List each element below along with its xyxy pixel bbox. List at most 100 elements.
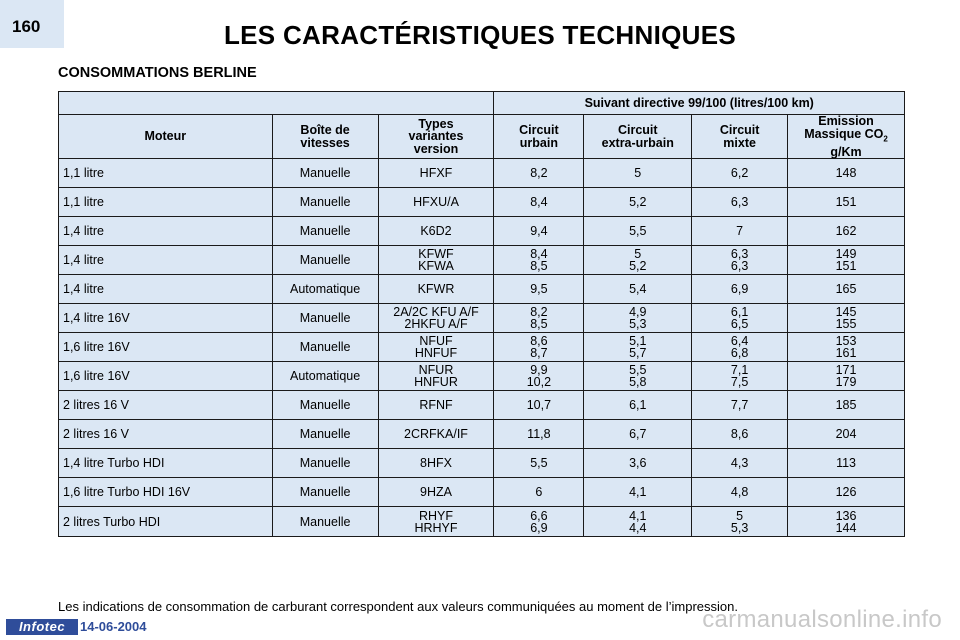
cell-extra: 5 5,2 bbox=[583, 245, 693, 275]
header-emission: Emission Massique CO2 g/Km bbox=[787, 114, 905, 159]
cell-mixte: 6,3 6,3 bbox=[691, 245, 789, 275]
cell-types: 2A/2C KFU A/F 2HKFU A/F bbox=[377, 303, 495, 333]
cell-mixte: 6,9 bbox=[691, 274, 789, 304]
cell-mixte: 7 bbox=[691, 216, 789, 246]
cell-extra: 4,1 4,4 bbox=[583, 506, 693, 537]
cell-co2: 126 bbox=[787, 477, 905, 507]
directive-header: Suivant directive 99/100 (litres/100 km) bbox=[493, 91, 905, 115]
cell-extra: 4,1 bbox=[583, 477, 693, 507]
cell-extra: 6,7 bbox=[583, 419, 693, 449]
header-moteur: Moteur bbox=[58, 114, 273, 159]
header-mixte: Circuit mixte bbox=[691, 114, 789, 159]
cell-mixte: 7,7 bbox=[691, 390, 789, 420]
cell-boite: Manuelle bbox=[271, 245, 379, 275]
cell-mixte: 6,3 bbox=[691, 187, 789, 217]
cell-mixte: 5 5,3 bbox=[691, 506, 789, 537]
cell-types: HFXU/A bbox=[377, 187, 495, 217]
cell-types: KFWR bbox=[377, 274, 495, 304]
cell-co2: 113 bbox=[787, 448, 905, 478]
cell-moteur: 1,1 litre bbox=[58, 187, 273, 217]
cell-mixte: 4,8 bbox=[691, 477, 789, 507]
cell-boite: Automatique bbox=[271, 274, 379, 304]
cell-types: RHYF HRHYF bbox=[377, 506, 495, 537]
cell-boite: Manuelle bbox=[271, 216, 379, 246]
cell-co2: 136 144 bbox=[787, 506, 905, 537]
cell-boite: Automatique bbox=[271, 361, 379, 391]
section-title: CONSOMMATIONS BERLINE bbox=[58, 65, 257, 81]
cell-types: 9HZA bbox=[377, 477, 495, 507]
cell-moteur: 1,6 litre Turbo HDI 16V bbox=[58, 477, 273, 507]
cell-urbain: 9,5 bbox=[493, 274, 585, 304]
cell-moteur: 2 litres 16 V bbox=[58, 419, 273, 449]
header-types: Types variantes version bbox=[377, 114, 495, 159]
cell-moteur: 1,6 litre 16V bbox=[58, 361, 273, 391]
table-row: 2 litres Turbo HDI Manuelle RHYF HRHYF 6,6 … bbox=[58, 506, 905, 537]
band-blank-cell bbox=[57, 91, 495, 115]
header-urbain: Circuit urbain bbox=[493, 114, 585, 159]
cell-moteur: 1,4 litre bbox=[58, 274, 273, 304]
cell-moteur: 1,4 litre bbox=[58, 245, 273, 275]
cell-co2: 151 bbox=[787, 187, 905, 217]
cell-co2: 165 bbox=[787, 274, 905, 304]
cell-co2: 148 bbox=[787, 158, 905, 188]
cell-extra: 5,4 bbox=[583, 274, 693, 304]
cell-urbain: 9,4 bbox=[493, 216, 585, 246]
infotec-logo: Infotec bbox=[6, 619, 78, 635]
page-title: LES CARACTÉRISTIQUES TECHNIQUES bbox=[223, 20, 736, 50]
footnote: Les indications de consommation de carbu… bbox=[58, 599, 738, 614]
cell-extra: 5,5 bbox=[583, 216, 693, 246]
table-row: 1,4 litre Manuelle KFWF KFWA 8,4 8,5 5 5,2 6,… bbox=[58, 245, 905, 275]
cell-extra: 5 bbox=[583, 158, 693, 188]
table-row: 2 litres 16 V Manuelle RFNF 10,7 6,1 7,7 185 bbox=[58, 390, 905, 420]
table-row: 1,4 litre Turbo HDI Manuelle 8HFX 5,5 3,6 4,3… bbox=[58, 448, 905, 478]
cell-types: NFUF HNFUF bbox=[377, 332, 495, 362]
cell-boite: Manuelle bbox=[271, 303, 379, 333]
cell-boite: Manuelle bbox=[271, 187, 379, 217]
cell-urbain: 5,5 bbox=[493, 448, 585, 478]
cell-types: HFXF bbox=[377, 158, 495, 188]
cell-urbain: 8,6 8,7 bbox=[493, 332, 585, 362]
table-row: 2 litres 16 V Manuelle 2CRFKA/IF 11,8 6,7 8,6… bbox=[58, 419, 905, 449]
table-row: 1,6 litre 16V Automatique NFUR HNFUR 9,9 10… bbox=[58, 361, 905, 391]
cell-boite: Manuelle bbox=[271, 506, 379, 537]
cell-moteur: 1,6 litre 16V bbox=[58, 332, 273, 362]
cell-boite: Manuelle bbox=[271, 419, 379, 449]
page-number: 160 bbox=[0, 0, 64, 48]
cell-extra: 3,6 bbox=[583, 448, 693, 478]
cell-co2: 171 179 bbox=[787, 361, 905, 391]
cell-urbain: 8,4 8,5 bbox=[493, 245, 585, 275]
cell-mixte: 4,3 bbox=[691, 448, 789, 478]
cell-extra: 6,1 bbox=[583, 390, 693, 420]
cell-boite: Manuelle bbox=[271, 332, 379, 362]
cell-moteur: 1,4 litre bbox=[58, 216, 273, 246]
cell-co2: 185 bbox=[787, 390, 905, 420]
cell-types: 8HFX bbox=[377, 448, 495, 478]
table-row: 1,1 litre Manuelle HFXU/A 8,4 5,2 6,3 151 bbox=[58, 187, 905, 217]
cell-mixte: 8,6 bbox=[691, 419, 789, 449]
cell-co2: 145 155 bbox=[787, 303, 905, 333]
cell-extra: 5,2 bbox=[583, 187, 693, 217]
header-extra-urbain: Circuit extra-urbain bbox=[583, 114, 693, 159]
table-row: 1,4 litre 16V Manuelle 2A/2C KFU A/F 2HKFU… bbox=[58, 303, 905, 333]
table-row: 1,6 litre 16V Manuelle NFUF HNFUF 8,6 8,7 5,… bbox=[58, 332, 905, 362]
cell-urbain: 11,8 bbox=[493, 419, 585, 449]
cell-moteur: 1,1 litre bbox=[58, 158, 273, 188]
cell-moteur: 1,4 litre Turbo HDI bbox=[58, 448, 273, 478]
print-date: 14-06-2004 bbox=[80, 619, 147, 634]
cell-moteur: 2 litres Turbo HDI bbox=[58, 506, 273, 537]
table-row: 1,6 litre Turbo HDI 16V Manuelle 9HZA 6 4,1 4… bbox=[58, 477, 905, 507]
watermark: carmanualsonline.info bbox=[702, 606, 942, 633]
cell-types: RFNF bbox=[377, 390, 495, 420]
table-row: 1,1 litre Manuelle HFXF 8,2 5 6,2 148 bbox=[58, 158, 905, 188]
cell-urbain: 8,2 8,5 bbox=[493, 303, 585, 333]
cell-moteur: 1,4 litre 16V bbox=[58, 303, 273, 333]
cell-extra: 4,9 5,3 bbox=[583, 303, 693, 333]
cell-mixte: 7,1 7,5 bbox=[691, 361, 789, 391]
cell-co2: 162 bbox=[787, 216, 905, 246]
cell-boite: Manuelle bbox=[271, 448, 379, 478]
emission-unit: g/Km bbox=[830, 144, 862, 159]
cell-boite: Manuelle bbox=[271, 477, 379, 507]
cell-types: 2CRFKA/IF bbox=[377, 419, 495, 449]
cell-urbain: 8,2 bbox=[493, 158, 585, 188]
cell-types: KFWF KFWA bbox=[377, 245, 495, 275]
